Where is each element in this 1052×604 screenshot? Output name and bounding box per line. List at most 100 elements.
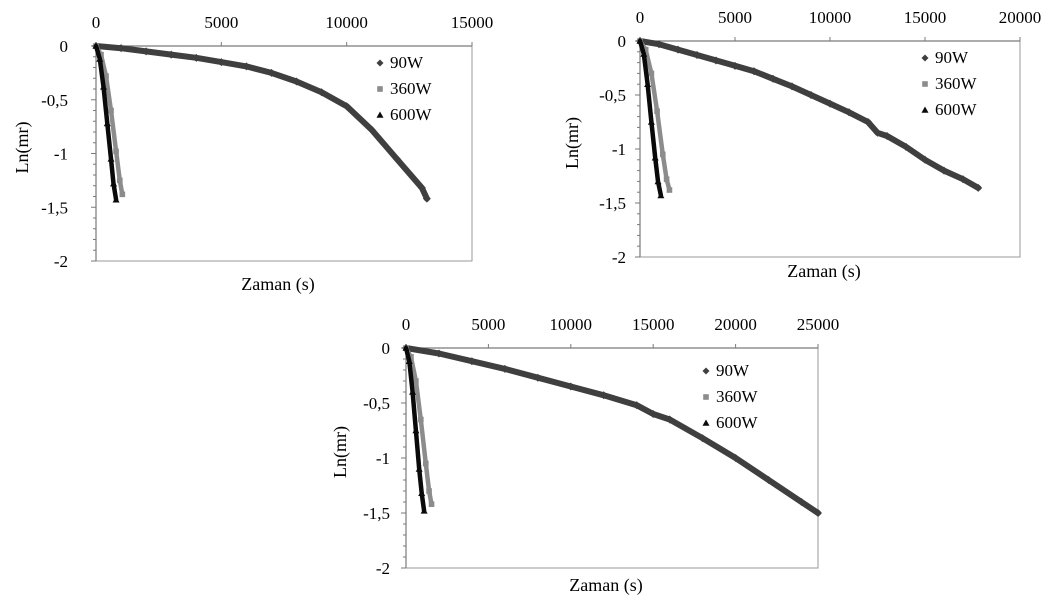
chart-panel: 0 -0,5 -1 -1,5 -2 0 5000 10000 15000 20000 Zaman (…: [562, 8, 1041, 282]
data-point: [408, 354, 414, 360]
data-point: [412, 427, 420, 434]
data-point: [826, 99, 834, 108]
data-point: [100, 83, 108, 90]
data-point: [110, 180, 118, 187]
x-axis-title: Zaman (s): [241, 274, 314, 295]
series-360W: [403, 345, 435, 507]
data-point: [533, 373, 542, 382]
legend-marker: [921, 106, 929, 113]
y-tick-label: -2: [54, 252, 68, 271]
data-point: [405, 357, 413, 364]
data-point: [267, 68, 276, 77]
series-600W: [92, 42, 120, 203]
data-point: [402, 344, 410, 351]
data-point: [764, 476, 773, 484]
data-point: [342, 102, 351, 111]
data-point: [367, 125, 376, 134]
data-point: [107, 155, 115, 162]
series-600W: [402, 344, 428, 514]
data-point: [113, 148, 119, 155]
legend-marker: [921, 54, 929, 62]
data-point: [940, 166, 948, 175]
x-tick-label: 15000: [632, 315, 675, 334]
legend-marker: [377, 86, 383, 92]
data-point: [797, 498, 806, 506]
y-tick-label: 0: [382, 339, 391, 358]
y-tick-label: 0: [60, 37, 69, 56]
legend-marker: [703, 394, 709, 400]
x-tick-label: 10000: [550, 315, 593, 334]
x-tick-label: 0: [402, 315, 411, 334]
data-point: [434, 349, 443, 358]
data-point: [317, 88, 326, 97]
y-tick-label: -1,5: [599, 194, 626, 213]
legend-marker: [376, 111, 384, 118]
data-point: [98, 51, 104, 58]
data-point: [647, 118, 655, 125]
data-point: [698, 434, 707, 443]
data-point: [167, 50, 176, 59]
data-point: [103, 73, 109, 79]
data-point: [217, 58, 226, 67]
data-point: [642, 46, 649, 53]
data-point: [731, 61, 739, 70]
y-axis-title: Ln(mr): [330, 426, 351, 478]
data-point: [959, 175, 967, 184]
data-point: [921, 155, 929, 164]
x-tick-label: 5000: [718, 8, 752, 27]
data-point: [417, 183, 426, 192]
data-point: [108, 107, 114, 114]
data-point: [649, 410, 658, 418]
y-tick-label: -2: [376, 559, 390, 578]
data-point: [873, 128, 882, 137]
data-point: [599, 391, 608, 400]
chart-panel: 0 -0,5 -1 -1,5 -2 0 5000 10000 15000 20000 25000 Za…: [330, 315, 839, 596]
data-point: [655, 40, 663, 49]
y-tick-label: -1: [376, 449, 390, 468]
data-point: [418, 416, 424, 423]
legend-label: 360W: [390, 79, 433, 98]
legend-label: 360W: [716, 387, 759, 406]
data-point: [807, 91, 815, 99]
legend-label: 600W: [716, 413, 759, 432]
data-point: [242, 62, 251, 71]
x-tick-label: 5000: [204, 13, 238, 32]
legend-label: 360W: [935, 74, 978, 93]
y-tick-label: -1: [612, 140, 626, 159]
data-point: [413, 378, 419, 384]
x-tick-label: 20000: [714, 315, 757, 334]
data-point: [103, 119, 111, 127]
data-point: [654, 108, 660, 114]
x-axis-title: Zaman (s): [787, 261, 860, 282]
data-point: [731, 454, 740, 462]
data-point: [864, 118, 872, 126]
data-point: [92, 42, 100, 49]
data-point: [428, 501, 435, 507]
data-point: [651, 154, 659, 161]
data-point: [415, 465, 423, 472]
data-point: [814, 509, 822, 517]
x-axis-title: Zaman (s): [569, 575, 642, 596]
data-point: [426, 488, 432, 494]
x-tick-label: 15000: [904, 8, 947, 27]
x-tick-label: 10000: [809, 8, 852, 27]
data-point: [693, 51, 701, 60]
data-point: [500, 364, 509, 373]
y-tick-label: -0,5: [599, 86, 626, 105]
legend-marker: [922, 81, 928, 87]
legend-label: 90W: [390, 53, 424, 72]
x-tick-label: 20000: [999, 8, 1042, 27]
legend-marker: [376, 59, 384, 67]
y-tick-label: -1,5: [363, 504, 390, 523]
data-point: [117, 177, 123, 184]
legend-label: 600W: [935, 100, 978, 119]
data-point: [640, 50, 648, 57]
y-tick-label: -0,5: [41, 91, 68, 110]
data-point: [750, 67, 758, 76]
data-point: [788, 82, 796, 91]
data-point: [845, 108, 853, 117]
legend-marker: [702, 419, 710, 426]
data-point: [769, 74, 777, 83]
data-point: [422, 194, 431, 203]
